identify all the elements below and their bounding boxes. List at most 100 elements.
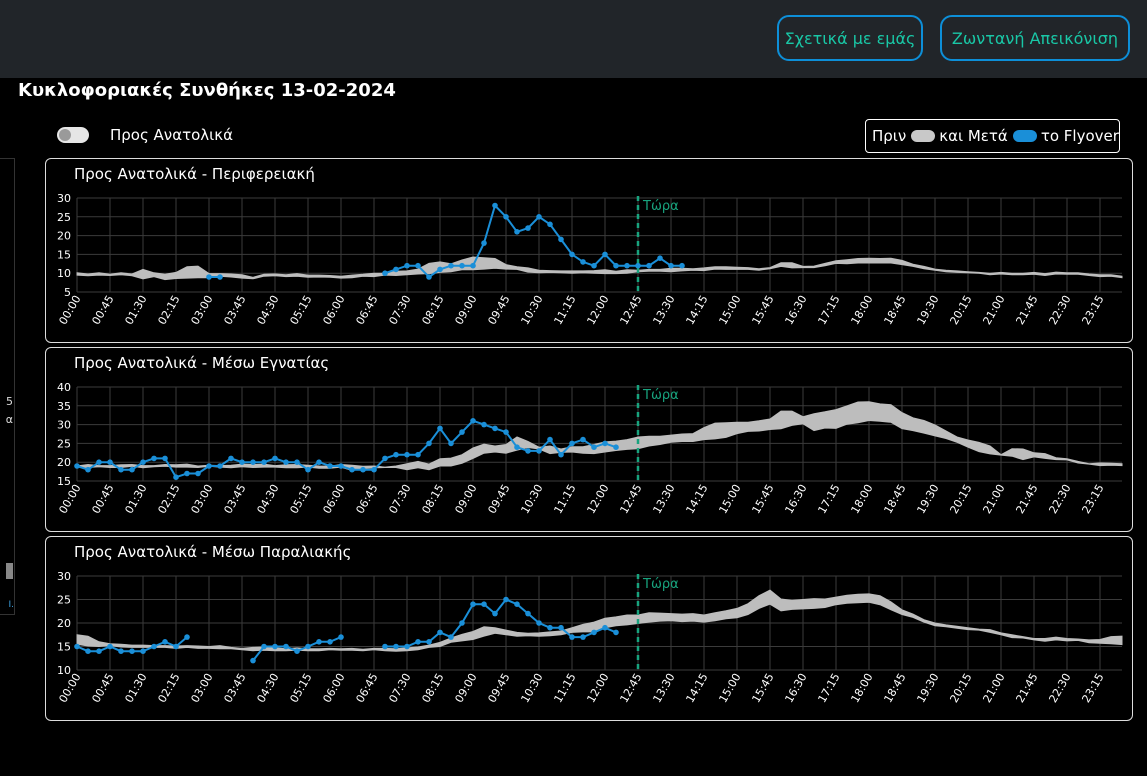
after-flyover-point	[426, 639, 432, 645]
after-flyover-point	[558, 236, 564, 243]
after-flyover-point	[459, 620, 465, 626]
side-panel-link[interactable]: Ι.	[8, 600, 14, 610]
after-flyover-point	[239, 459, 245, 465]
after-flyover-point	[404, 262, 410, 269]
y-tick-label: 15	[57, 248, 71, 261]
after-flyover-point	[569, 440, 575, 447]
x-tick-label: 06:45	[353, 671, 380, 705]
page-title: Κυκλοφοριακές Συνθήκες 13-02-2024	[18, 80, 396, 101]
x-tick-label: 16:30	[782, 482, 809, 516]
y-tick-label: 15	[57, 475, 71, 488]
x-tick-label: 01:30	[122, 671, 149, 705]
after-flyover-point	[118, 648, 124, 654]
x-tick-label: 16:30	[782, 671, 809, 705]
x-tick-label: 22:30	[1046, 293, 1073, 327]
y-tick-label: 20	[57, 456, 71, 469]
after-flyover-point	[569, 251, 575, 258]
y-tick-label: 10	[57, 267, 71, 280]
x-tick-label: 12:45	[617, 293, 644, 327]
after-flyover-point	[140, 648, 146, 654]
x-tick-label: 22:30	[1046, 482, 1073, 516]
side-panel-text: 5	[6, 395, 13, 408]
direction-toggle[interactable]	[57, 127, 89, 143]
x-tick-label: 07:30	[386, 671, 413, 705]
x-tick-label: 20:15	[947, 671, 974, 705]
after-flyover-point	[569, 634, 575, 640]
x-tick-label: 18:00	[848, 671, 875, 705]
x-tick-label: 15:00	[716, 482, 743, 516]
after-flyover-point	[349, 466, 355, 473]
live-view-button[interactable]: Ζωντανή Απεικόνιση	[940, 15, 1130, 61]
x-tick-label: 09:45	[485, 671, 512, 705]
x-tick-label: 15:00	[716, 293, 743, 327]
x-tick-label: 17:15	[815, 293, 842, 327]
x-tick-label: 02:15	[155, 482, 182, 516]
x-tick-label: 04:30	[254, 293, 281, 327]
x-tick-label: 18:45	[881, 293, 908, 327]
y-tick-label: 30	[57, 570, 71, 583]
after-flyover-point	[426, 440, 432, 447]
x-tick-label: 00:45	[89, 671, 116, 705]
x-tick-label: 21:00	[980, 293, 1007, 327]
after-flyover-point	[525, 610, 531, 617]
after-flyover-point	[415, 262, 421, 269]
after-flyover-point	[514, 229, 520, 235]
x-tick-label: 01:30	[122, 293, 149, 327]
after-flyover-point	[415, 451, 421, 458]
after-flyover-point	[492, 610, 498, 617]
after-flyover-point	[448, 262, 454, 269]
x-tick-label: 21:45	[1013, 671, 1040, 705]
after-flyover-point	[250, 459, 256, 465]
x-tick-label: 08:15	[419, 293, 446, 327]
x-tick-label: 12:00	[584, 293, 611, 327]
x-tick-label: 12:45	[617, 671, 644, 705]
x-tick-label: 02:15	[155, 293, 182, 327]
after-flyover-point	[547, 624, 553, 631]
y-tick-label: 25	[57, 594, 71, 607]
x-tick-label: 14:15	[683, 671, 710, 705]
legend-after-label: και Μετά	[939, 127, 1008, 145]
chart-title: Προς Ανατολικά - Μέσω Εγνατίας	[74, 354, 330, 372]
after-flyover-point	[393, 266, 399, 273]
after-flyover-point	[613, 444, 619, 450]
x-tick-label: 09:00	[452, 671, 479, 705]
after-flyover-point	[448, 440, 454, 447]
x-tick-label: 15:00	[716, 671, 743, 705]
after-flyover-point	[74, 643, 80, 650]
x-tick-label: 14:15	[683, 482, 710, 516]
x-tick-label: 07:30	[386, 293, 413, 327]
top-navbar: Σχετικά με εμάς Ζωντανή Απεικόνιση	[0, 0, 1147, 78]
after-flyover-point	[602, 440, 608, 447]
x-tick-label: 12:00	[584, 671, 611, 705]
x-tick-label: 09:00	[452, 482, 479, 516]
x-tick-label: 08:15	[419, 671, 446, 705]
after-flyover-point	[481, 601, 487, 607]
chart-title: Προς Ανατολικά - Μέσω Παραλιακής	[74, 543, 352, 561]
after-flyover-point	[151, 455, 157, 462]
y-tick-label: 30	[57, 419, 71, 432]
after-flyover-point	[107, 643, 113, 650]
after-flyover-point	[481, 421, 487, 428]
y-tick-label: 5	[64, 286, 71, 299]
after-flyover-point	[437, 629, 443, 636]
x-tick-label: 12:45	[617, 482, 644, 516]
x-tick-label: 09:45	[485, 482, 512, 516]
after-flyover-point	[316, 459, 322, 465]
x-tick-label: 21:00	[980, 671, 1007, 705]
after-flyover-point	[580, 634, 586, 640]
x-tick-label: 06:00	[320, 482, 347, 516]
after-flyover-point	[85, 466, 91, 473]
x-tick-label: 20:15	[947, 293, 974, 327]
after-flyover-point	[151, 643, 157, 650]
after-flyover-point	[470, 601, 476, 607]
after-flyover-point	[591, 629, 597, 636]
after-flyover-point	[283, 643, 289, 650]
after-flyover-point	[206, 463, 212, 469]
x-tick-label: 10:30	[518, 671, 545, 705]
after-flyover-line	[76, 419, 617, 479]
after-flyover-point	[536, 620, 542, 626]
about-us-button[interactable]: Σχετικά με εμάς	[777, 15, 923, 61]
after-flyover-point	[602, 251, 608, 258]
